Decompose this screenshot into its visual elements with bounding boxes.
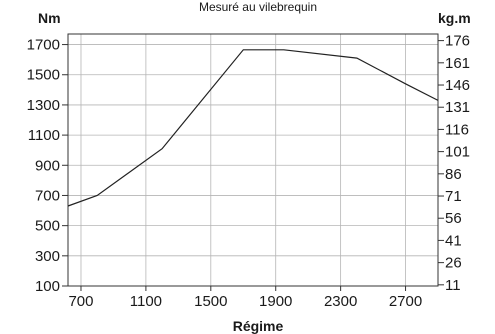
y-right-unit-label: kg.m: [438, 10, 471, 26]
x-tick-label: 1100: [130, 293, 162, 310]
grid: [68, 34, 438, 287]
y-left-tick-label: 1700: [27, 37, 60, 54]
y-left-tick-label: 1100: [28, 127, 60, 144]
y-right-tick-label: 26: [445, 255, 462, 272]
y-right-tick-label: 101: [445, 144, 470, 161]
series: [67, 49, 439, 207]
y-left-tick-label: 1300: [27, 97, 60, 114]
y-left-tick-label: 300: [35, 248, 60, 265]
y-right-tick-label: 116: [445, 121, 469, 138]
y-right-tick-label: 161: [445, 55, 470, 72]
axis-ticks: [62, 40, 444, 291]
y-right-tick-label: 71: [445, 188, 462, 205]
y-right-tick-label: 11: [445, 277, 461, 294]
plot-frame: [67, 33, 439, 287]
y-left-tick-label: 900: [35, 157, 60, 174]
y-left-unit-label: Nm: [38, 10, 61, 26]
x-tick-label: 2300: [324, 293, 357, 310]
y-right-tick-label: 176: [445, 33, 470, 50]
tick-labels: 700 1100 1500 1900 2300 2700 100 300 500 700 900 11…: [27, 33, 470, 310]
y-left-tick-label: 700: [35, 187, 60, 204]
y-right-tick-label: 131: [445, 99, 470, 116]
y-left-tick-label: 1500: [27, 67, 60, 84]
chart-title: Mesuré au vilebrequin: [199, 0, 317, 14]
torque-curve: [67, 49, 439, 207]
y-right-tick-label: 41: [445, 232, 462, 249]
x-tick-label: 2700: [389, 293, 422, 310]
x-tick-label: 700: [68, 293, 93, 310]
x-tick-label: 1500: [194, 293, 227, 310]
y-right-tick-label: 56: [445, 210, 462, 227]
y-right-tick-label: 86: [445, 166, 462, 183]
y-left-tick-label: 100: [35, 278, 60, 295]
y-left-tick-label: 500: [35, 218, 60, 235]
y-right-tick-label: 146: [445, 77, 470, 94]
x-axis-label: Régime: [233, 318, 284, 334]
x-tick-label: 1900: [259, 293, 292, 310]
